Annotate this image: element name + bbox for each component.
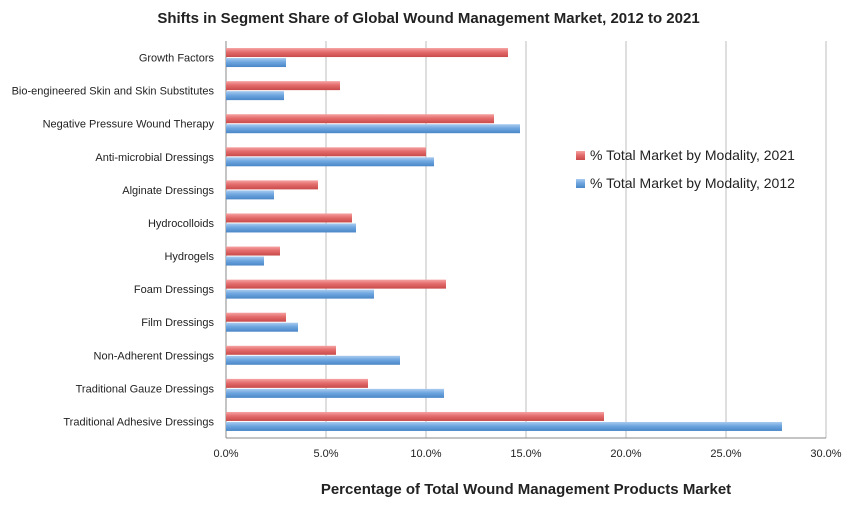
legend-entry: % Total Market by Modality, 2021	[590, 147, 795, 163]
legend: % Total Market by Modality, 2021 % Total …	[576, 147, 795, 191]
bar-2012	[226, 322, 298, 332]
bar-2012	[226, 388, 444, 398]
category-label: Non-Adherent Dressings	[94, 350, 215, 362]
bar-2012	[226, 256, 264, 266]
category-label: Growth Factors	[139, 53, 215, 65]
x-tick-label: 5.0%	[313, 448, 338, 460]
category-label: Negative Pressure Wound Therapy	[43, 119, 215, 131]
bar-2021	[226, 81, 340, 91]
category-label: Film Dressings	[141, 317, 214, 329]
bar-2021	[226, 411, 604, 421]
category-label: Traditional Adhesive Dressings	[63, 416, 214, 428]
bar-2012	[226, 157, 434, 167]
category-label: Hydrocolloids	[148, 218, 215, 230]
bar-2012	[226, 91, 284, 101]
bar-2012	[226, 58, 286, 68]
bar-2021	[226, 180, 318, 190]
x-tick-label: 20.0%	[610, 448, 641, 460]
legend-swatch	[576, 179, 585, 188]
bar-2021	[226, 312, 286, 322]
category-label: Anti-microbial Dressings	[95, 152, 214, 164]
category-label: Traditional Gauze Dressings	[76, 383, 215, 395]
bar-2021	[226, 114, 494, 124]
bar-2021	[226, 147, 426, 157]
bar-2012	[226, 223, 356, 233]
bars	[226, 48, 782, 431]
x-tick-labels: 0.0% 5.0% 10.0% 15.0% 20.0% 25.0% 30.0%	[213, 448, 841, 460]
bar-2012	[226, 124, 520, 134]
x-tick-label: 25.0%	[710, 448, 741, 460]
bar-2012	[226, 190, 274, 200]
bar-2021	[226, 279, 446, 289]
category-label: Hydrogels	[164, 251, 214, 263]
x-tick-label: 10.0%	[410, 448, 441, 460]
x-tick-label: 30.0%	[810, 448, 841, 460]
legend-swatch	[576, 151, 585, 160]
bar-2012	[226, 289, 374, 299]
bar-2021	[226, 48, 508, 58]
category-labels: Growth Factors Bio-engineered Skin and Sk…	[12, 53, 215, 429]
bar-2021	[226, 246, 280, 256]
x-tick-label: 15.0%	[510, 448, 541, 460]
category-label: Bio-engineered Skin and Skin Substitutes	[12, 86, 215, 98]
legend-entry: % Total Market by Modality, 2012	[590, 175, 795, 191]
chart-title: Shifts in Segment Share of Global Wound …	[157, 10, 700, 27]
category-label: Alginate Dressings	[122, 185, 214, 197]
bar-2021	[226, 378, 368, 388]
category-label: Foam Dressings	[134, 284, 215, 296]
gridlines	[225, 41, 827, 439]
x-axis-label: Percentage of Total Wound Management Pro…	[320, 481, 732, 498]
bar-2012	[226, 421, 782, 431]
bar-2012	[226, 355, 400, 365]
bar-2021	[226, 213, 352, 223]
bar-2021	[226, 345, 336, 355]
x-tick-label: 0.0%	[213, 448, 238, 460]
